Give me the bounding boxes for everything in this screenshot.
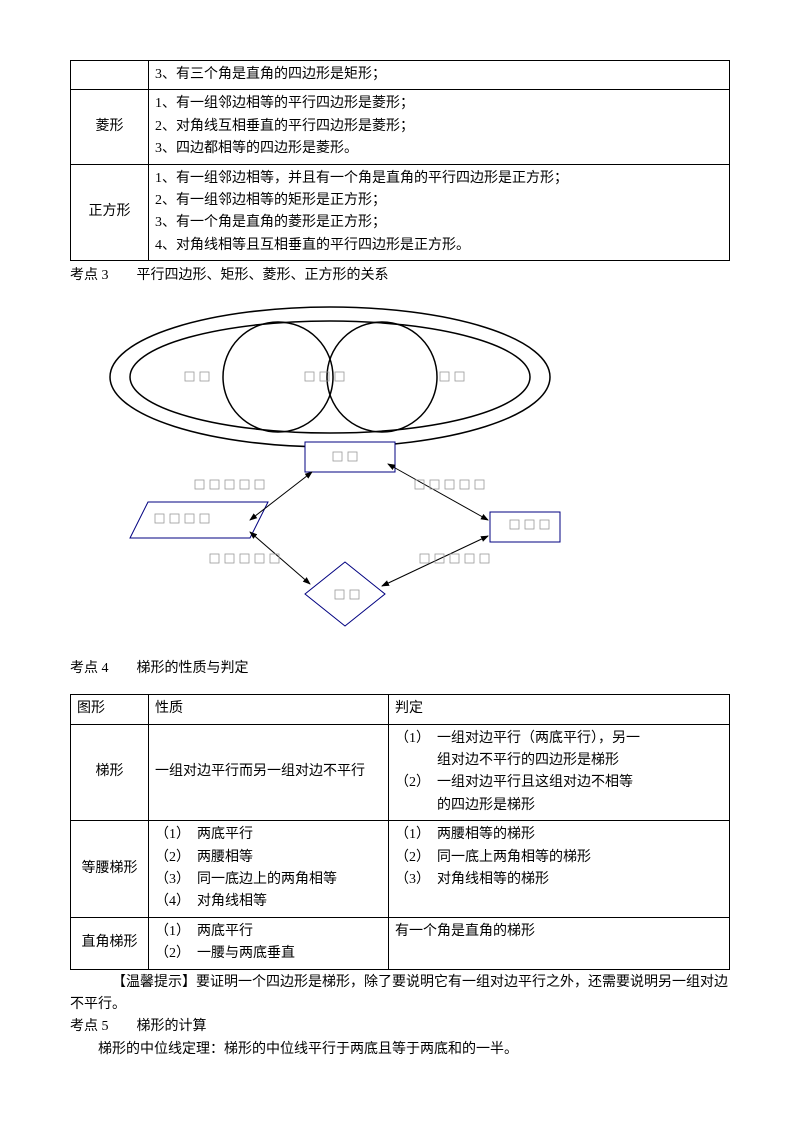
cell-right-trapezoid-judge: 有一个角是直角的梯形 (389, 917, 730, 969)
cell-rhombus-label: 菱形 (71, 90, 149, 164)
caption-kaodian5: 考点 5 梯形的计算 (70, 1016, 730, 1038)
cell-square-rules: 1、有一组邻边相等，并且有一个角是直角的平行四边形是正方形； 2、有一组邻边相等… (149, 164, 730, 261)
cell-rhombus-rules: 1、有一组邻边相等的平行四边形是菱形； 2、对角线互相垂直的平行四边形是菱形； … (149, 90, 730, 164)
cell-iso-trapezoid-judge: （1） 两腰相等的梯形 （2） 同一底上两角相等的梯形 （3） 对角线相等的梯形 (389, 821, 730, 918)
midline-theorem: 梯形的中位线定理：梯形的中位线平行于两底且等于两底和的一半。 (70, 1039, 730, 1061)
relations-diagram (70, 302, 730, 640)
caption-kaodian4: 考点 4 梯形的性质与判定 (70, 658, 730, 680)
cell-trapezoid-judge: （1） 一组对边平行（两底平行），另一 组对边不平行的四边形是梯形 （2） 一组… (389, 724, 730, 821)
th-judgement: 判定 (389, 695, 730, 724)
cell-iso-trapezoid-prop: （1） 两底平行 （2） 两腰相等 （3） 同一底边上的两角相等 （4） 对角线… (149, 821, 389, 918)
cell-square-label: 正方形 (71, 164, 149, 261)
quad-judgement-table: 3、有三个角是直角的四边形是矩形； 菱形 1、有一组邻边相等的平行四边形是菱形；… (70, 60, 730, 261)
th-shape: 图形 (71, 695, 149, 724)
cell-right-trapezoid-prop: （1） 两底平行 （2） 一腰与两底垂直 (149, 917, 389, 969)
relations-svg (70, 302, 590, 632)
trapezoid-table: 图形 性质 判定 梯形 一组对边平行而另一组对边不平行 （1） 一组对边平行（两… (70, 694, 730, 969)
warm-tip: 【温馨提示】要证明一个四边形是梯形，除了要说明它有一组对边平行之外，还需要说明另… (70, 972, 730, 1017)
cell-rect-rule3: 3、有三个角是直角的四边形是矩形； (149, 61, 730, 90)
caption-kaodian3: 考点 3 平行四边形、矩形、菱形、正方形的关系 (70, 265, 730, 287)
cell-right-trapezoid-label: 直角梯形 (71, 917, 149, 969)
cell-trapezoid-prop: 一组对边平行而另一组对边不平行 (149, 724, 389, 821)
th-property: 性质 (149, 695, 389, 724)
cell-trapezoid-label: 梯形 (71, 724, 149, 821)
cell-iso-trapezoid-label: 等腰梯形 (71, 821, 149, 918)
cell-blank (71, 61, 149, 90)
